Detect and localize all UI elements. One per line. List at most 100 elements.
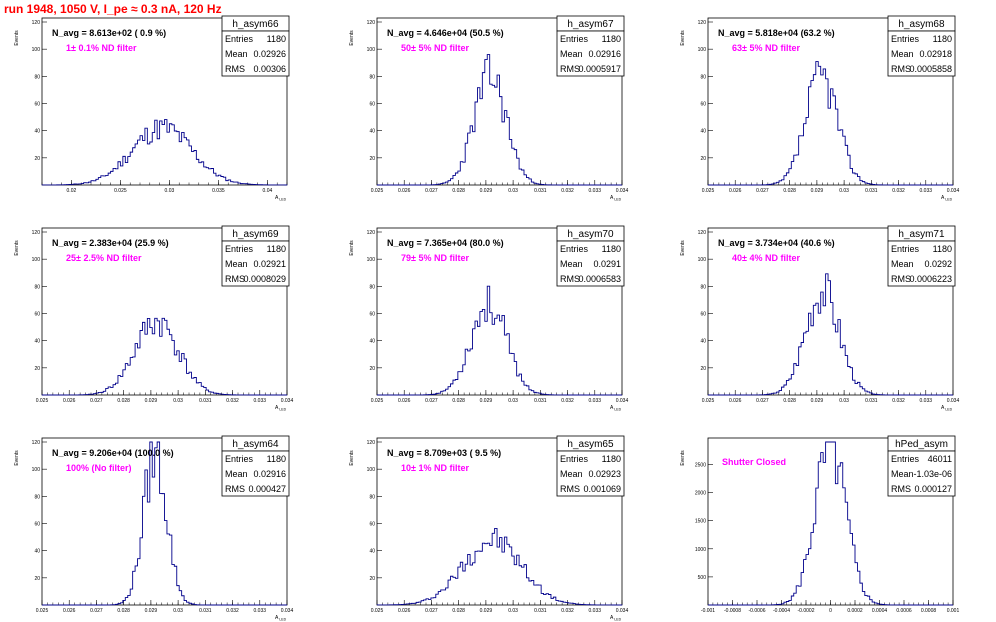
- y-tick-label: 120: [32, 230, 41, 236]
- y-tick-label: 60: [369, 522, 375, 528]
- panel-h_asym71: 20 40 60 80 100 120 0.025 0.026 0.027 0.028 0.029 0…: [680, 225, 959, 412]
- x-tick-label: 0.001: [947, 608, 960, 614]
- y-tick-label: 100: [367, 47, 376, 53]
- stat-value: 0.0291: [593, 259, 621, 269]
- histogram-name: h_asym67: [567, 19, 614, 30]
- stat-value: 0.02916: [253, 469, 286, 479]
- x-tick-label: 0.03: [508, 188, 518, 194]
- x-axis-label: A LED: [275, 195, 287, 202]
- y-axis-label: Events: [349, 450, 355, 466]
- y-tick-label: 20: [34, 366, 40, 372]
- histogram-name: h_asym69: [232, 229, 279, 240]
- x-tick-label: 0.027: [425, 398, 438, 404]
- stat-label: Mean: [225, 49, 248, 59]
- stat-value: 0.02923: [588, 469, 621, 479]
- x-tick-label: 0.03: [839, 188, 849, 194]
- stats-box: [221, 240, 290, 287]
- x-tick-label: 0.034: [616, 188, 629, 194]
- panel-h_asym70: 20 40 60 80 100 120 0.025 0.026 0.027 0.028 0.029 0…: [349, 225, 629, 412]
- filter-annotation: 100% (No filter): [66, 463, 132, 473]
- x-tick-label: 0.031: [865, 398, 878, 404]
- panel-title: N_avg = 8.613e+02 ( 0.9 %): [52, 28, 166, 38]
- y-axis-label: Events: [14, 240, 20, 256]
- stat-value: 0.0292: [924, 259, 952, 269]
- y-tick-label: 120: [698, 230, 707, 236]
- x-tick-label: 0.031: [534, 398, 547, 404]
- y-tick-label: 100: [367, 257, 376, 263]
- y-tick-label: 40: [34, 339, 40, 345]
- y-tick-label: 2000: [695, 491, 706, 497]
- y-axis-label: Events: [349, 30, 355, 46]
- x-tick-label: 0.032: [226, 608, 239, 614]
- stat-label: RMS: [891, 484, 911, 494]
- stat-label: RMS: [225, 274, 245, 284]
- x-tick-label: 0.029: [145, 398, 158, 404]
- x-tick-label: 0.033: [589, 608, 602, 614]
- y-tick-label: 80: [34, 284, 40, 290]
- x-tick-label: 0.027: [90, 608, 103, 614]
- x-tick-label: 0.0002: [847, 608, 863, 614]
- y-tick-label: 60: [369, 102, 375, 108]
- histogram-name: h_asym64: [232, 439, 279, 450]
- stat-value: 46011: [928, 454, 952, 464]
- stat-label: RMS: [560, 274, 580, 284]
- x-tick-label: 0.032: [892, 398, 905, 404]
- histogram-line: [41, 119, 288, 186]
- x-tick-label: 0.025: [371, 608, 384, 614]
- stat-value: 0.00306: [253, 64, 286, 74]
- x-tick-label: 0.03: [508, 608, 518, 614]
- x-tick-label: -0.0004: [773, 608, 790, 614]
- x-tick-label: 0.025: [114, 188, 127, 194]
- stat-label: Mean: [225, 259, 248, 269]
- x-tick-label: 0.0004: [872, 608, 888, 614]
- x-tick-label: 0.025: [36, 608, 49, 614]
- x-tick-label: 0.028: [452, 608, 465, 614]
- stat-label: Entries: [225, 454, 254, 464]
- x-axis-label: A LED: [275, 615, 287, 622]
- stat-value: 0.0005917: [578, 64, 621, 74]
- x-tick-label: 0.029: [480, 398, 493, 404]
- x-tick-label: 0.02: [67, 188, 77, 194]
- y-tick-label: 100: [32, 47, 41, 53]
- y-tick-label: 1500: [695, 519, 706, 525]
- filter-annotation: Shutter Closed: [722, 457, 786, 467]
- stat-label: Mean: [560, 469, 583, 479]
- stat-label: Entries: [891, 244, 920, 254]
- x-tick-label: 0.034: [616, 398, 629, 404]
- x-tick-label: 0.034: [616, 608, 629, 614]
- stat-value: 1180: [267, 454, 286, 464]
- stat-label: Entries: [225, 34, 254, 44]
- x-tick-label: 0.026: [398, 608, 411, 614]
- x-tick-label: 0.028: [783, 398, 796, 404]
- y-tick-label: 100: [32, 467, 41, 473]
- plot-frame: [41, 227, 288, 396]
- x-tick-label: 0.032: [561, 608, 574, 614]
- x-tick-label: 0.029: [811, 188, 824, 194]
- histogram-name: hPed_asym: [895, 439, 948, 450]
- x-tick-label: 0.034: [947, 188, 960, 194]
- x-tick-label: 0.025: [371, 188, 384, 194]
- stat-label: Entries: [891, 34, 920, 44]
- x-tick-label: 0.034: [281, 608, 294, 614]
- filter-annotation: 63± 5% ND filter: [732, 43, 800, 53]
- x-tick-label: 0.028: [783, 188, 796, 194]
- stat-value: -1.03e-06: [913, 469, 952, 479]
- histogram-name: h_asym66: [232, 19, 279, 30]
- histogram-name: h_asym70: [567, 229, 614, 240]
- panel-title: N_avg = 7.365e+04 (80.0 %): [387, 238, 504, 248]
- stat-label: Entries: [560, 454, 589, 464]
- x-tick-label: -0.0008: [724, 608, 741, 614]
- stat-value: 0.02921: [253, 259, 286, 269]
- filter-annotation: 1± 0.1% ND filter: [66, 43, 137, 53]
- x-tick-label: 0.027: [756, 398, 769, 404]
- y-tick-label: 100: [367, 467, 376, 473]
- stats-box: [556, 450, 625, 497]
- histogram-line: [42, 317, 287, 396]
- histogram-line: [708, 273, 953, 396]
- x-tick-label: 0.028: [117, 398, 130, 404]
- x-tick-label: 0.031: [199, 608, 212, 614]
- y-tick-label: 100: [32, 257, 41, 263]
- x-tick-label: 0.0008: [921, 608, 937, 614]
- x-tick-label: 0.03: [173, 398, 183, 404]
- y-tick-label: 20: [34, 576, 40, 582]
